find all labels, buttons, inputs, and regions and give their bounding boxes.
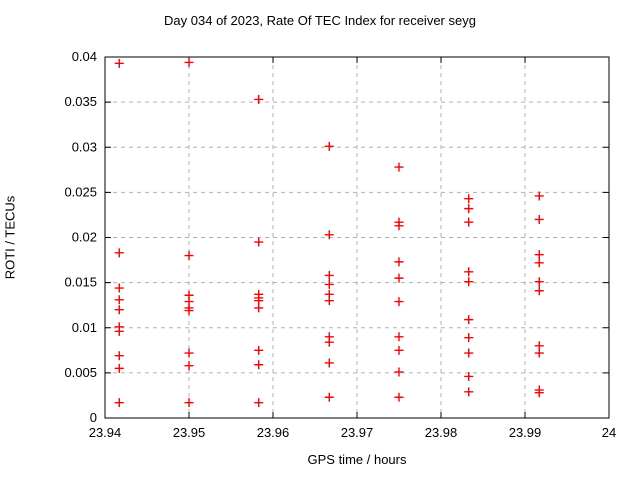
data-point-marker xyxy=(184,398,194,408)
y-tick-label: 0.04 xyxy=(72,49,97,64)
data-point-marker xyxy=(114,305,124,315)
data-point-marker xyxy=(114,363,124,373)
data-point-marker xyxy=(534,191,544,201)
data-point-marker xyxy=(184,348,194,358)
data-point-marker xyxy=(114,248,124,258)
x-tick-label: 24 xyxy=(602,425,616,440)
data-point-marker xyxy=(254,345,264,355)
data-point-marker xyxy=(534,214,544,224)
data-point-marker xyxy=(184,57,194,67)
data-point-marker xyxy=(114,58,124,68)
data-point-marker xyxy=(184,361,194,371)
data-point-marker xyxy=(324,279,334,289)
x-tick-label: 23.99 xyxy=(509,425,542,440)
data-point-marker xyxy=(184,306,194,316)
data-point-marker xyxy=(394,257,404,267)
data-point-marker xyxy=(324,141,334,151)
data-point-marker xyxy=(464,204,474,214)
data-point-marker xyxy=(324,296,334,306)
y-tick-label: 0.03 xyxy=(72,139,97,154)
data-point-marker xyxy=(464,217,474,227)
y-tick-label: 0.02 xyxy=(72,230,97,245)
y-tick-label: 0.025 xyxy=(64,184,97,199)
x-axis-label: GPS time / hours xyxy=(307,452,407,467)
data-point-marker xyxy=(464,315,474,325)
x-tick-label: 23.97 xyxy=(341,425,374,440)
data-point-marker xyxy=(534,258,544,268)
data-point-marker xyxy=(464,333,474,343)
data-point-marker xyxy=(394,162,404,172)
x-tick-label: 23.94 xyxy=(89,425,122,440)
data-point-marker xyxy=(324,270,334,280)
x-tick-label: 23.95 xyxy=(173,425,206,440)
data-point-marker xyxy=(534,250,544,260)
data-point-marker xyxy=(114,326,124,336)
data-point-marker xyxy=(254,237,264,247)
data-point-marker xyxy=(184,251,194,261)
data-point-marker xyxy=(254,360,264,370)
y-tick-label: 0 xyxy=(90,410,97,425)
data-point-marker xyxy=(324,337,334,347)
data-point-marker xyxy=(464,277,474,287)
data-point-marker xyxy=(534,286,544,296)
data-point-marker xyxy=(324,392,334,402)
y-tick-label: 0.005 xyxy=(64,365,97,380)
y-tick-label: 0.015 xyxy=(64,275,97,290)
data-point-marker xyxy=(254,303,264,313)
data-point-marker xyxy=(464,371,474,381)
chart-title: Day 034 of 2023, Rate Of TEC Index for r… xyxy=(164,13,476,28)
data-point-marker xyxy=(254,94,264,104)
data-point-marker xyxy=(114,398,124,408)
data-point-marker xyxy=(464,348,474,358)
x-tick-label: 23.96 xyxy=(257,425,290,440)
data-point-marker xyxy=(394,297,404,307)
y-tick-label: 0.01 xyxy=(72,320,97,335)
data-point-marker xyxy=(324,358,334,368)
data-point-marker xyxy=(394,332,404,342)
data-point-marker xyxy=(394,221,404,231)
data-point-marker xyxy=(534,277,544,287)
data-point-marker xyxy=(464,194,474,204)
data-point-marker xyxy=(114,283,124,293)
data-point-marker xyxy=(324,230,334,240)
data-point-marker xyxy=(254,398,264,408)
data-point-marker xyxy=(464,267,474,277)
data-point-marker xyxy=(394,345,404,355)
data-point-marker xyxy=(534,348,544,358)
y-tick-label: 0.035 xyxy=(64,94,97,109)
data-point-marker xyxy=(114,351,124,361)
data-point-marker xyxy=(534,388,544,398)
data-point-marker xyxy=(114,295,124,305)
data-point-marker xyxy=(464,387,474,397)
x-tick-label: 23.98 xyxy=(425,425,458,440)
data-point-marker xyxy=(394,367,404,377)
data-point-marker xyxy=(394,273,404,283)
data-point-marker xyxy=(394,392,404,402)
